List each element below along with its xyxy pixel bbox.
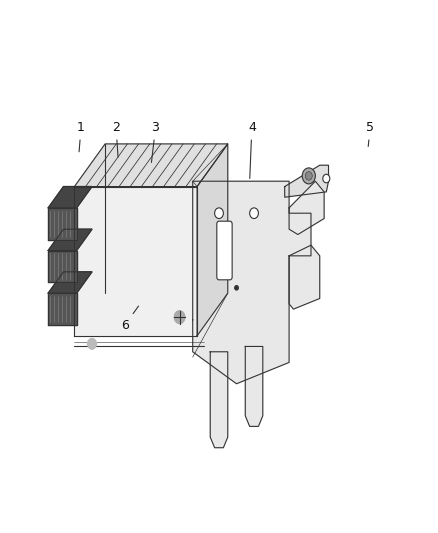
Polygon shape <box>285 165 328 197</box>
Circle shape <box>235 286 238 290</box>
Polygon shape <box>210 352 228 448</box>
Text: 2: 2 <box>112 122 120 157</box>
Circle shape <box>305 172 312 180</box>
Circle shape <box>250 208 258 219</box>
Polygon shape <box>193 181 311 384</box>
Polygon shape <box>197 144 228 336</box>
Polygon shape <box>245 346 263 426</box>
Polygon shape <box>289 245 320 309</box>
Text: 1: 1 <box>77 122 85 152</box>
Text: 5: 5 <box>366 122 374 147</box>
Polygon shape <box>48 251 77 282</box>
Polygon shape <box>48 272 92 293</box>
Circle shape <box>302 168 315 184</box>
Text: 4: 4 <box>248 122 256 179</box>
Circle shape <box>323 174 330 183</box>
Polygon shape <box>48 208 77 240</box>
Polygon shape <box>289 181 324 235</box>
Circle shape <box>215 208 223 219</box>
Circle shape <box>88 338 96 349</box>
Text: 6: 6 <box>121 306 138 332</box>
Polygon shape <box>48 187 92 208</box>
Polygon shape <box>74 187 197 336</box>
Text: 3: 3 <box>152 122 159 163</box>
Circle shape <box>174 311 185 324</box>
Polygon shape <box>48 229 92 251</box>
Polygon shape <box>74 144 228 187</box>
FancyBboxPatch shape <box>217 221 232 280</box>
Polygon shape <box>48 293 77 325</box>
